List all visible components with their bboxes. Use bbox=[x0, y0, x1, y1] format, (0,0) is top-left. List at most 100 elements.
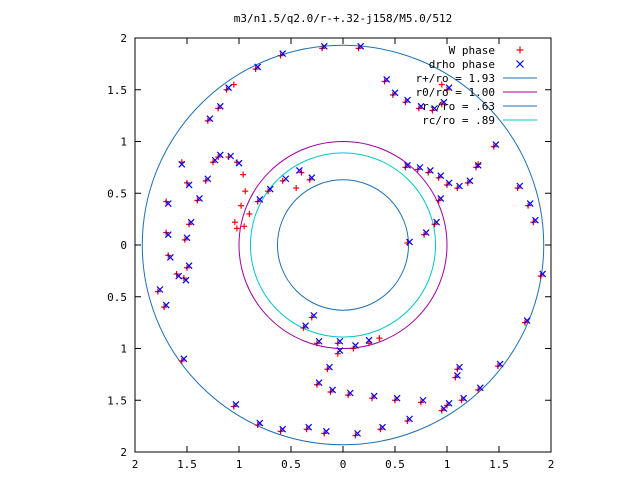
drho-phase-point bbox=[456, 363, 463, 371]
x-tick-label: 2 bbox=[548, 458, 555, 471]
y-tick-label: 1.5 bbox=[107, 394, 127, 407]
w-phase-point bbox=[230, 81, 237, 88]
drho-phase-point bbox=[254, 63, 262, 71]
drho-phase-point bbox=[352, 341, 359, 349]
w-phase-point bbox=[233, 159, 240, 166]
w-phase-point bbox=[475, 161, 482, 168]
reference-circle-0 bbox=[141, 44, 545, 446]
y-tick-label: 0.5 bbox=[107, 291, 127, 304]
w-phase-point bbox=[225, 154, 232, 161]
drho-phase-point bbox=[531, 216, 539, 224]
drho-phase-point bbox=[256, 419, 264, 427]
legend-label: r-/ro = .63 bbox=[422, 100, 495, 113]
legend-label: r0/ro = 1.00 bbox=[416, 86, 495, 99]
reference-circle-1 bbox=[238, 141, 448, 349]
drho-phase-point bbox=[329, 386, 337, 394]
drho-phase-point bbox=[460, 394, 468, 402]
drho-phase-point bbox=[404, 96, 411, 104]
drho-phase-point bbox=[279, 50, 287, 57]
drho-phase-point bbox=[183, 234, 191, 242]
drho-phase-point bbox=[516, 182, 524, 190]
drho-phase-point bbox=[406, 238, 413, 246]
drho-phase-point bbox=[204, 175, 212, 183]
drho-phase-point bbox=[315, 379, 323, 387]
x-tick-label: 0 bbox=[340, 458, 347, 471]
drho-phase-point bbox=[445, 84, 453, 92]
chart-title: m3/n1.5/q2.0/r-+.32-j158/M5.0/512 bbox=[234, 12, 453, 25]
w-phase-point bbox=[231, 219, 238, 226]
drho-phase-point bbox=[453, 371, 461, 379]
legend-symbol bbox=[516, 60, 524, 68]
x-tick-label: 0.5 bbox=[385, 458, 405, 471]
drho-phase-point bbox=[466, 177, 474, 185]
drho-phase-point bbox=[393, 394, 401, 402]
series-drho-phase bbox=[156, 42, 547, 437]
drho-phase-point bbox=[456, 182, 463, 190]
drho-phase-point bbox=[346, 389, 354, 397]
drho-phase-point bbox=[383, 75, 391, 83]
drho-phase-point bbox=[440, 405, 448, 412]
drho-phase-point bbox=[310, 311, 318, 319]
drho-phase-point bbox=[365, 336, 373, 344]
drho-phase-point bbox=[474, 161, 482, 169]
x-tick-label: 2 bbox=[132, 458, 139, 471]
w-phase-point bbox=[246, 210, 253, 217]
drho-phase-point bbox=[422, 229, 430, 237]
y-tick-label: 0.5 bbox=[107, 187, 127, 200]
drho-phase-point bbox=[370, 392, 378, 400]
drho-phase-point bbox=[232, 400, 240, 408]
legend-label: r+/ro = 1.93 bbox=[416, 72, 495, 85]
w-phase-point bbox=[233, 225, 240, 232]
w-phase-point bbox=[293, 185, 300, 192]
y-tick-label: 1.5 bbox=[107, 84, 127, 97]
legend-label: W phase bbox=[449, 44, 495, 57]
x-tick-label: 1 bbox=[236, 458, 243, 471]
drho-phase-point bbox=[185, 181, 193, 189]
drho-phase-point bbox=[302, 322, 309, 330]
drho-phase-point bbox=[216, 102, 224, 110]
drho-phase-point bbox=[326, 363, 333, 371]
drho-phase-point bbox=[526, 200, 534, 208]
drho-phase-point bbox=[156, 286, 164, 293]
drho-phase-point bbox=[266, 185, 274, 193]
x-tick-label: 1.5 bbox=[489, 458, 509, 471]
legend-label: rc/ro = .89 bbox=[422, 114, 495, 127]
drho-phase-point bbox=[496, 360, 504, 368]
drho-phase-point bbox=[437, 172, 445, 180]
drho-phase-point bbox=[206, 115, 214, 123]
drho-phase-point bbox=[404, 161, 411, 169]
drho-phase-point bbox=[416, 163, 424, 171]
drho-phase-point bbox=[492, 141, 500, 149]
drho-phase-point bbox=[227, 152, 235, 160]
drho-phase-point bbox=[417, 102, 425, 110]
y-tick-label: 1 bbox=[120, 136, 127, 149]
data-points-layer bbox=[154, 42, 547, 439]
drho-phase-point bbox=[379, 423, 386, 431]
w-phase-point bbox=[242, 188, 249, 195]
drho-phase-point bbox=[185, 262, 193, 270]
drho-phase-point bbox=[322, 427, 330, 435]
drho-phase-point bbox=[336, 347, 344, 354]
drho-phase-point bbox=[445, 399, 453, 407]
x-tick-label: 1 bbox=[444, 458, 451, 471]
drho-phase-point bbox=[295, 167, 303, 174]
drho-phase-point bbox=[391, 89, 399, 97]
drho-phase-point bbox=[162, 301, 170, 309]
drho-phase-point bbox=[539, 270, 547, 278]
drho-phase-point bbox=[357, 42, 365, 50]
y-tick-label: 2 bbox=[120, 446, 127, 459]
drho-phase-point bbox=[187, 218, 195, 226]
drho-phase-point bbox=[178, 160, 186, 168]
drho-phase-point bbox=[196, 195, 203, 202]
w-phase-point bbox=[334, 350, 341, 357]
y-tick-label: 2 bbox=[120, 32, 127, 45]
drho-phase-point bbox=[476, 384, 484, 392]
w-phase-point bbox=[241, 223, 248, 230]
drho-phase-point bbox=[235, 159, 243, 167]
drho-phase-point bbox=[523, 317, 531, 324]
drho-phase-point bbox=[336, 337, 344, 345]
w-phase-point bbox=[366, 340, 372, 347]
reference-circle-3 bbox=[249, 152, 437, 338]
